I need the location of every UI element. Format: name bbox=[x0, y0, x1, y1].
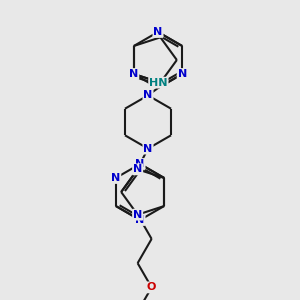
Text: HN: HN bbox=[149, 78, 168, 88]
Text: N: N bbox=[135, 215, 145, 225]
Text: N: N bbox=[111, 173, 120, 183]
Text: N: N bbox=[133, 210, 142, 220]
Text: N: N bbox=[178, 69, 187, 79]
Text: N: N bbox=[143, 90, 153, 100]
Text: O: O bbox=[147, 282, 156, 292]
Text: N: N bbox=[129, 69, 138, 79]
Text: N: N bbox=[153, 27, 163, 37]
Text: N: N bbox=[143, 144, 153, 154]
Text: N: N bbox=[133, 164, 142, 174]
Text: N: N bbox=[135, 159, 145, 169]
